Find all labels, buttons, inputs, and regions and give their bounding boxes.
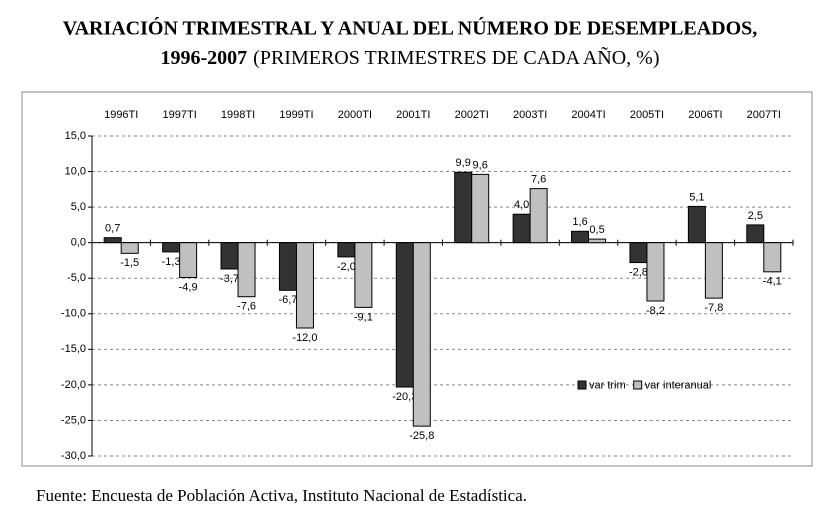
y-tick-label: -25,0: [61, 414, 86, 426]
bar: [179, 242, 198, 279]
value-label: -7,6: [237, 301, 256, 313]
value-label: -8,2: [646, 305, 665, 317]
x-tick-label: 2003TI: [513, 109, 547, 121]
x-tick-label: 2006TI: [688, 109, 722, 121]
value-label: -4,1: [763, 276, 782, 288]
x-tick-label: 1999TI: [279, 109, 313, 121]
bar: [512, 213, 531, 244]
y-tick-label: -5,0: [67, 272, 86, 284]
bar: [237, 242, 256, 298]
x-tick-label: 1996TI: [104, 109, 138, 121]
bar: [412, 242, 431, 427]
x-tick-label: 2001TI: [396, 109, 430, 121]
value-label: -1,3: [162, 256, 181, 268]
bar: [395, 242, 414, 388]
value-label: -7,8: [704, 302, 723, 314]
x-tick-label: 2004TI: [571, 109, 605, 121]
chart-title: VARIACIÓN TRIMESTRAL Y ANUAL DEL NÚMERO …: [63, 16, 758, 40]
y-tick-label: 10,0: [65, 165, 86, 177]
value-label: -2,8: [629, 266, 648, 278]
chart-title-2: 1996-2007 (PRIMEROS TRIMESTRES DE CADA AÑ…: [160, 45, 659, 69]
x-tick-label: 2005TI: [630, 109, 664, 121]
x-tick-label: 1997TI: [163, 109, 197, 121]
bar: [529, 188, 548, 244]
bar: [588, 238, 607, 244]
source: Fuente: Encuesta de Población Activa, In…: [36, 486, 527, 505]
bar: [763, 242, 782, 273]
value-label: -2,0: [337, 261, 356, 273]
y-tick-label: -20,0: [61, 379, 86, 391]
value-label: 9,9: [456, 157, 471, 169]
value-label: 4,0: [514, 199, 529, 211]
legend-swatch: [577, 380, 587, 390]
value-label: 7,6: [531, 174, 546, 186]
value-label: 0,5: [589, 224, 604, 236]
bar: [646, 242, 665, 302]
legend-swatch: [633, 380, 643, 390]
value-label: -25,8: [409, 430, 434, 442]
x-tick-label: 2002TI: [455, 109, 489, 121]
bar: [746, 224, 765, 244]
bar: [354, 242, 373, 308]
legend-label: var interanual: [645, 379, 712, 391]
bar: [571, 230, 590, 244]
bar: [295, 242, 314, 329]
y-tick-label: -15,0: [61, 343, 86, 355]
title-years: 1996-2007: [160, 47, 247, 69]
bar: [454, 171, 473, 244]
value-label: 5,1: [689, 191, 704, 203]
value-label: 1,6: [572, 216, 587, 228]
value-label: 0,7: [105, 223, 120, 235]
bar: [629, 242, 648, 264]
value-label: -1,5: [120, 257, 139, 269]
bar: [162, 242, 181, 253]
bar: [471, 173, 490, 244]
bar: [704, 242, 723, 299]
value-label: -12,0: [292, 332, 317, 344]
y-tick-label: 15,0: [65, 130, 86, 142]
y-tick-label: 5,0: [71, 201, 86, 213]
bar: [103, 237, 122, 244]
bar: [687, 205, 706, 244]
x-tick-label: 2007TI: [747, 109, 781, 121]
bar: [120, 242, 139, 254]
value-label: -3,7: [220, 273, 239, 285]
y-tick-label: -10,0: [61, 308, 86, 320]
bar: [220, 242, 239, 270]
value-label: -4,9: [179, 281, 198, 293]
bar: [278, 242, 297, 291]
legend-label: var trim: [589, 379, 626, 391]
bar: [337, 242, 356, 258]
value-label: -9,1: [354, 311, 373, 323]
x-tick-label: 1998TI: [221, 109, 255, 121]
y-tick-label: 0,0: [71, 237, 86, 249]
frame: [21, 91, 813, 467]
value-label: 9,6: [473, 159, 488, 171]
value-label: 2,5: [748, 210, 763, 222]
y-tick-label: -30,0: [61, 450, 86, 462]
value-label: -20,3: [392, 391, 417, 403]
value-label: -6,7: [278, 294, 297, 306]
subtitle: (PRIMEROS TRIMESTRES DE CADA AÑO, %): [253, 45, 659, 69]
x-tick-label: 2000TI: [338, 109, 372, 121]
